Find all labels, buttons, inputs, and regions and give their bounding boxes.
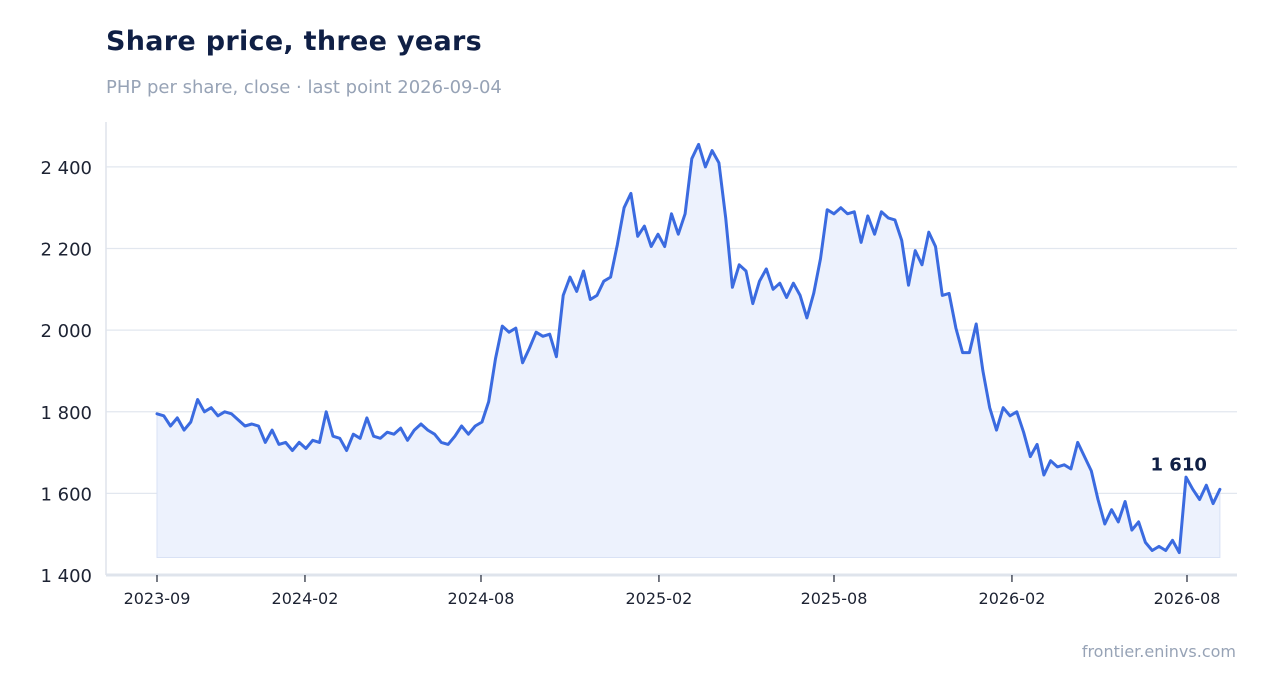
x-tick-label: 2026-02: [979, 589, 1046, 608]
x-axis: 2023-09 2024-02 2024-08 2025-02 2025-08 2026-…: [124, 575, 1221, 608]
y-tick-label: 2 400: [40, 158, 92, 179]
chart-subtitle: PHP per share, close · last point 2026-0…: [106, 77, 502, 98]
y-tick-label: 1 400: [40, 566, 92, 587]
y-tick-label: 2 200: [40, 240, 92, 261]
source-label: frontier.eninvs.com: [1081, 642, 1236, 661]
x-tick-label: 2024-08: [448, 589, 515, 608]
x-tick-label: 2023-09: [124, 589, 191, 608]
y-axis: 1 400 1 600 1 800 2 000 2 200 2 400: [40, 158, 92, 587]
x-tick-label: 2025-02: [626, 589, 693, 608]
price-area: [156, 143, 1221, 558]
y-tick-label: 1 800: [40, 403, 92, 424]
price-line: [155, 142, 1222, 555]
x-tick-label: 2026-08: [1154, 589, 1221, 608]
y-tick-label: 2 000: [40, 321, 92, 342]
chart-title: Share price, three years: [106, 26, 482, 57]
x-tick-label: 2025-08: [801, 589, 868, 608]
x-tick-label: 2024-02: [272, 589, 339, 608]
last-value-label: 1 610: [1151, 454, 1207, 475]
y-tick-label: 1 600: [40, 484, 92, 505]
